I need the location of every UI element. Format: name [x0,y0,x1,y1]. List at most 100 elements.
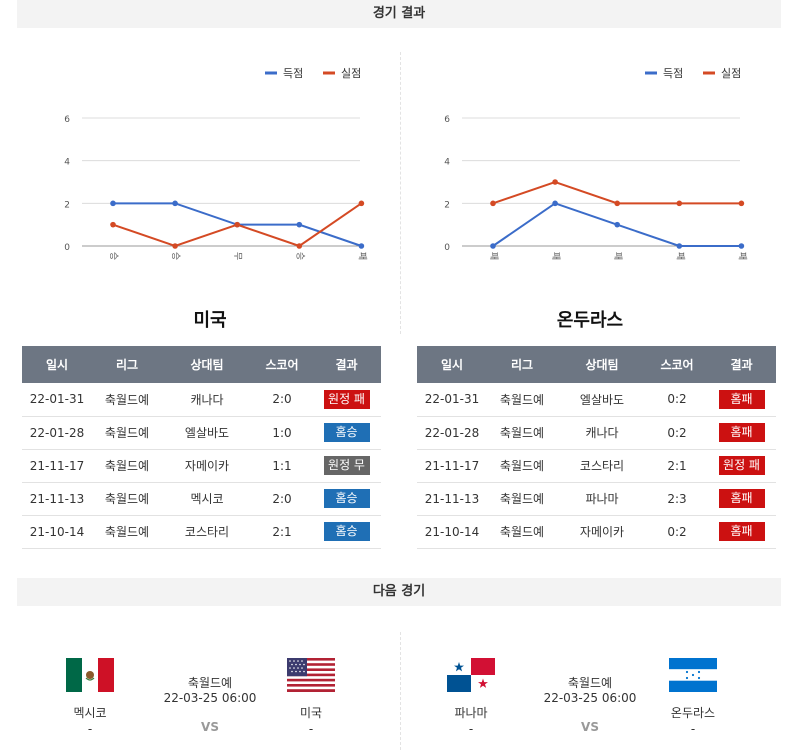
cell-date: 21-10-14 [22,515,92,549]
table-row: 21-11-13 축월드예 멕시코 2:0 홈승 [22,482,381,516]
away-team-name: 온두라스 [670,706,716,720]
cell-date: 21-11-13 [22,482,92,516]
cell-opponent: 파나마 [557,482,647,516]
result-badge: 홈패 [718,489,765,508]
away-team-score: - [308,722,314,736]
cell-result: 홈패 [707,482,776,516]
cell-league: 축월드예 [487,416,557,450]
table-row: 22-01-28 축월드예 엘살바도 1:0 홈승 [22,416,381,450]
column-header: 상대팀 [557,346,647,383]
series-line-1 [492,180,742,205]
data-point [738,243,745,249]
away-team-name: 미국 [299,706,323,720]
cell-league: 축월드예 [92,482,162,516]
table-row: 21-11-17 축월드예 코스타리 2:1 원정 패 [417,449,776,483]
table-row: 21-10-14 축월드예 코스타리 2:1 홈승 [22,515,381,549]
y-tick-label: 4 [64,158,70,168]
cell-score: 2:1 [252,515,312,549]
column-header: 일시 [417,346,487,383]
data-point [296,243,303,249]
column-header: 일시 [22,346,92,383]
table-header-row: 일시 리그 상대팀 스코어 결과 [22,346,381,383]
legend-label: 득점 [283,67,303,80]
cell-score: 0:2 [647,383,707,417]
legend-label: 실점 [341,67,361,80]
honduras-results-chart: 득점 실점 0 2 4 6 패 패 패 패 패 [420,56,780,270]
cell-opponent: 코스타리 [162,515,252,549]
cell-date: 22-01-31 [417,383,487,417]
column-header: 결과 [707,346,776,383]
result-badge: 원정 무 [323,456,370,475]
data-point [358,200,365,207]
data-point [358,243,365,249]
data-point [738,200,745,207]
usa-flag-icon [287,658,335,692]
data-point [490,243,496,249]
legend-label: 실점 [721,67,741,80]
match-league: 축월드예 [567,676,613,690]
x-tick-label: 패 [674,252,685,260]
cell-score: 2:0 [252,482,312,516]
cell-score: 2:3 [647,482,707,516]
x-tick-label: 패 [612,252,623,260]
y-tick-label: 4 [444,158,450,168]
data-point [552,200,558,207]
cell-date: 22-01-28 [22,416,92,450]
cell-date: 21-11-17 [22,449,92,483]
cell-league: 축월드예 [487,383,557,417]
cell-score: 2:0 [252,383,312,417]
home-team-name: 멕시코 [73,706,107,720]
vs-label: VS [201,720,219,734]
legend-label: 득점 [663,67,683,80]
vs-label: VS [581,720,599,734]
result-badge: 홈승 [323,423,370,442]
cell-opponent: 캐나다 [162,383,252,417]
cell-result: 원정 패 [312,383,381,417]
y-tick-label: 6 [444,115,450,125]
usa-results-table: 일시 리그 상대팀 스코어 결과 22-01-31 축월드예 캐나다 2:0 원정 패 22-01… [22,346,381,549]
data-point [614,221,620,228]
cell-result: 홈패 [707,515,776,549]
home-team-score: - [468,722,474,736]
table-row: 22-01-31 축월드예 캐나다 2:0 원정 패 [22,383,381,417]
divider [400,632,401,750]
divider [400,52,401,334]
cell-score: 0:2 [647,515,707,549]
cell-score: 1:0 [252,416,312,450]
team-title-usa: 미국 [193,310,227,331]
result-badge: 홈패 [718,423,765,442]
home-team-score: - [87,722,93,736]
cell-result: 홈승 [312,416,381,450]
x-tick-label: 무 [232,252,243,260]
data-point [552,179,558,185]
next-match-card[interactable]: 멕시코 - 축월드예 22-03-25 06:00 VS 미국 [40,640,380,750]
next-match-card[interactable]: 파나마 - 축월드예 22-03-25 06:00 VS 온두라스 - [420,640,760,750]
y-tick-label: 0 [444,243,450,253]
x-tick-label: 패 [488,252,499,260]
x-tick-label: 패 [736,252,747,260]
table-row: 21-11-13 축월드예 파나마 2:3 홈패 [417,482,776,516]
cell-league: 축월드예 [92,383,162,417]
usa-results-chart: 득점 실점 0 2 4 6 승 승 무 승 패 [40,56,400,270]
honduras-flag-icon [669,658,717,692]
data-point [296,221,303,228]
column-header: 결과 [312,346,381,383]
mexico-flag-icon [66,658,114,692]
data-point [676,243,683,249]
cell-score: 2:1 [647,449,707,483]
data-point [172,200,178,207]
column-header: 스코어 [252,346,312,383]
cell-opponent: 엘살바도 [557,383,647,417]
cell-opponent: 엘살바도 [162,416,252,450]
cell-league: 축월드예 [487,482,557,516]
cell-result: 홈승 [312,482,381,516]
team-title-honduras: 온두라스 [556,310,624,331]
result-badge: 원정 패 [323,389,370,409]
cell-league: 축월드예 [92,449,162,483]
match-datetime: 22-03-25 06:00 [163,691,257,705]
data-point [490,200,496,207]
cell-date: 21-11-13 [417,482,487,516]
away-team-score: - [690,722,696,736]
result-badge: 홈패 [718,522,765,541]
result-badge: 홈패 [718,389,765,409]
